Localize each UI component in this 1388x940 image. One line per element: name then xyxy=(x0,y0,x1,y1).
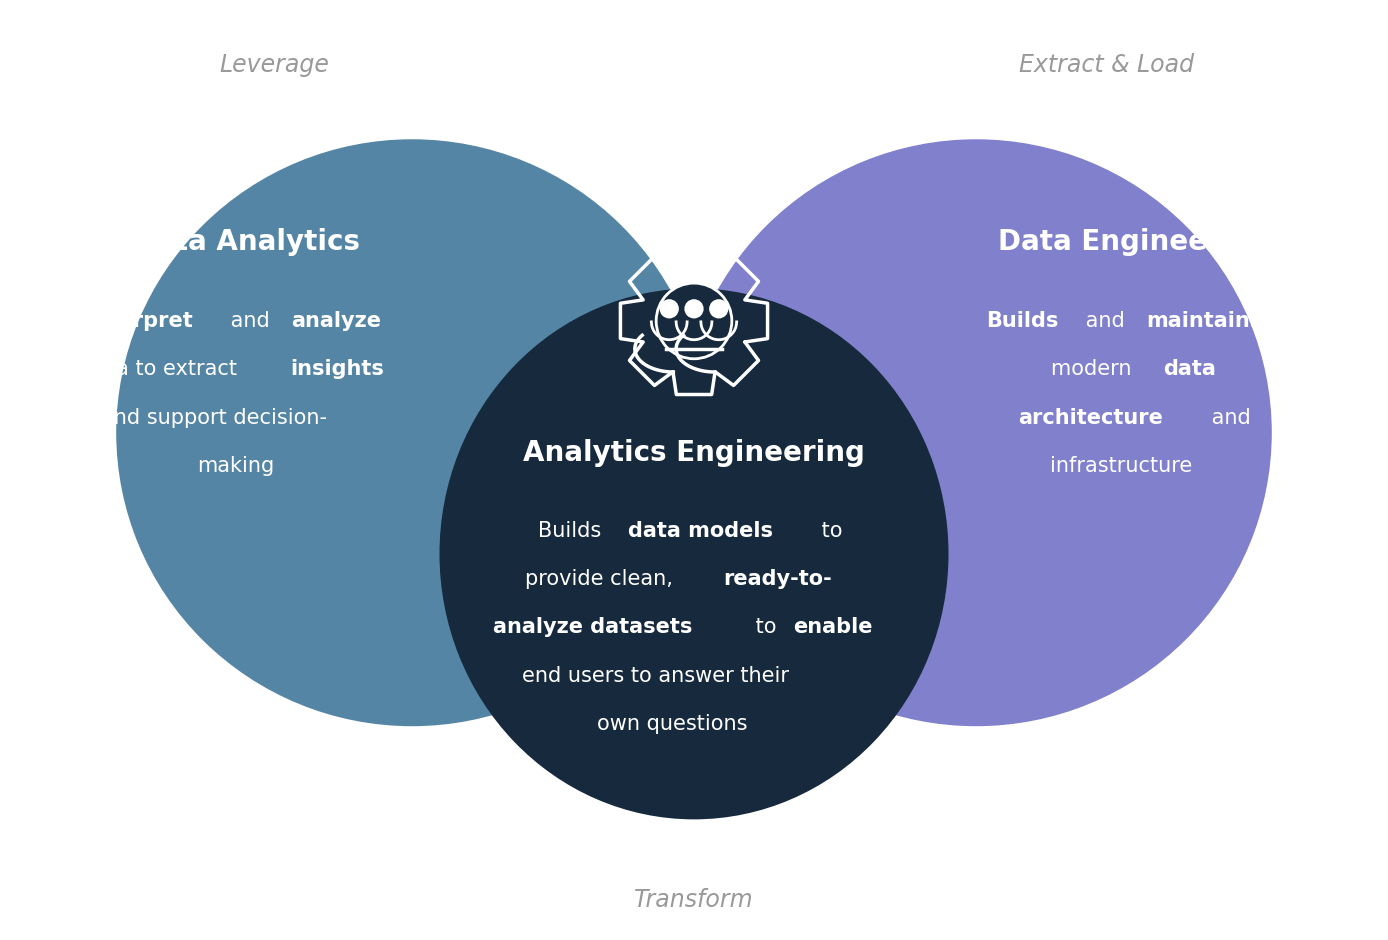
Text: Analytics Engineering: Analytics Engineering xyxy=(523,439,865,467)
Text: analyze: analyze xyxy=(291,311,382,331)
Text: and: and xyxy=(1078,311,1131,331)
Text: Leverage: Leverage xyxy=(219,53,329,77)
Text: data: data xyxy=(1163,359,1216,380)
Text: maintains: maintains xyxy=(1146,311,1263,331)
Text: analyze datasets: analyze datasets xyxy=(493,618,693,637)
Text: and support decision-: and support decision- xyxy=(101,408,328,428)
Text: and: and xyxy=(1205,408,1251,428)
Ellipse shape xyxy=(680,139,1271,727)
Text: Data Analytics: Data Analytics xyxy=(133,227,361,256)
Text: insights: insights xyxy=(290,359,384,380)
Ellipse shape xyxy=(659,299,679,319)
Text: infrastructure: infrastructure xyxy=(1049,456,1192,477)
Text: Transform: Transform xyxy=(634,888,754,913)
Text: Builds: Builds xyxy=(985,311,1059,331)
Text: to: to xyxy=(750,618,783,637)
Ellipse shape xyxy=(709,299,729,319)
Text: data to extract: data to extract xyxy=(82,359,244,380)
Text: end users to answer their: end users to answer their xyxy=(522,666,790,686)
Text: and: and xyxy=(223,311,276,331)
Text: ready-to-: ready-to- xyxy=(723,569,833,589)
Text: Builds: Builds xyxy=(539,521,608,540)
Text: data models: data models xyxy=(627,521,773,540)
Text: provide clean,: provide clean, xyxy=(525,569,679,589)
Ellipse shape xyxy=(440,289,948,820)
Text: making: making xyxy=(197,456,275,477)
Ellipse shape xyxy=(657,283,731,359)
Ellipse shape xyxy=(684,299,704,319)
Text: Extract & Load: Extract & Load xyxy=(1019,53,1194,77)
Text: Data Engineering: Data Engineering xyxy=(998,227,1270,256)
Ellipse shape xyxy=(117,139,708,727)
Text: own questions: own questions xyxy=(597,714,748,734)
Text: Interpret: Interpret xyxy=(86,311,193,331)
Text: to: to xyxy=(815,521,843,540)
Text: enable: enable xyxy=(793,618,873,637)
Text: architecture: architecture xyxy=(1019,408,1163,428)
Text: modern: modern xyxy=(1051,359,1138,380)
